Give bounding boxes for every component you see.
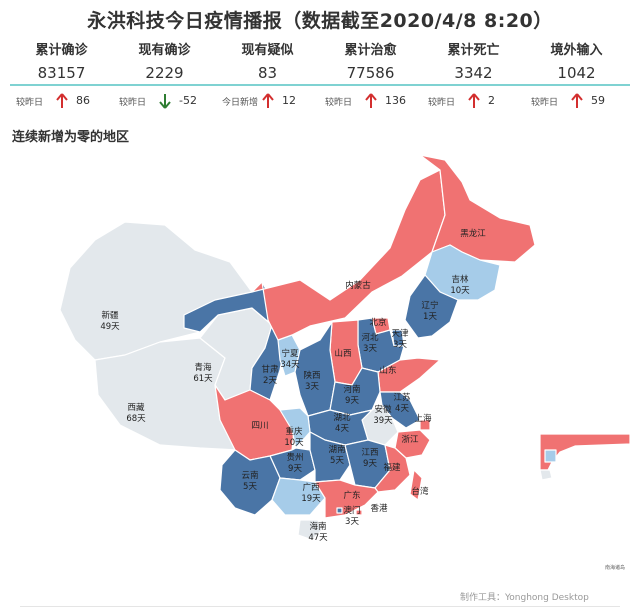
south-china-sea-label: 南海诸岛 xyxy=(605,565,626,571)
region-label: 贵州 9天 xyxy=(286,452,303,474)
delta-value: 136 xyxy=(385,94,406,107)
delta-value: -52 xyxy=(179,94,197,107)
delta-value: 86 xyxy=(76,94,90,107)
delta-deaths: 较昨日 2 xyxy=(422,92,525,110)
arrow-up-icon xyxy=(365,93,377,108)
south-china-sea-inset xyxy=(539,433,631,481)
region-label: 宁夏 34天 xyxy=(280,348,300,370)
stat-label: 境外输入 xyxy=(550,43,603,58)
region-label: 安徽 39天 xyxy=(373,404,393,426)
region-label: 北京 xyxy=(369,317,386,328)
bottom-divider xyxy=(20,606,620,607)
region-13[interactable] xyxy=(294,321,336,417)
region-label: 陕西 3天 xyxy=(303,370,320,392)
stat-value: 77586 xyxy=(346,64,395,82)
region-33[interactable] xyxy=(355,509,363,516)
stat-label: 现有疑似 xyxy=(241,43,294,58)
stat-label: 累计确诊 xyxy=(35,43,88,58)
region-label: 江西 9天 xyxy=(361,448,378,469)
region-30[interactable] xyxy=(409,469,423,501)
region-label: 西藏 68天 xyxy=(126,402,146,424)
region-label: 青海 61天 xyxy=(193,362,213,384)
region-label: 澳门 3天 xyxy=(343,505,360,527)
region-label: 云南 5天 xyxy=(241,470,258,492)
region-26[interactable] xyxy=(374,444,411,493)
delta-label: 较昨日 xyxy=(119,98,147,108)
region-label: 河南 9天 xyxy=(343,384,360,406)
region-label: 湖南 5天 xyxy=(328,444,345,466)
region-29[interactable] xyxy=(314,479,379,519)
delta-label: 较昨日 xyxy=(16,98,44,108)
region-label: 吉林 10天 xyxy=(450,274,470,296)
region-27[interactable] xyxy=(219,449,281,516)
stats-panel: 累计确诊 83157 现有确诊 2229 现有疑似 83 累计治愈 77586 … xyxy=(10,42,630,112)
stat-value: 1042 xyxy=(557,64,596,82)
stat-imported: 境外输入 1042 xyxy=(525,42,628,82)
page-title: 永洪科技今日疫情播报（数据截至2020/4/8 8:20） xyxy=(87,10,553,32)
region-label: 甘肃 2天 xyxy=(261,364,279,386)
stat-suspected: 现有疑似 83 xyxy=(216,42,319,82)
stat-recovered: 累计治愈 77586 xyxy=(319,42,422,82)
region-label: 天津 3天 xyxy=(391,328,409,350)
region-label: 四川 xyxy=(251,421,268,431)
region-label: 上海 xyxy=(414,413,432,424)
delta-row: 较昨日 86 较昨日 -52 今日新增 12 较昨日 136 较昨日 2 较昨日… xyxy=(10,92,630,110)
delta-value: 59 xyxy=(591,94,605,107)
region-label: 重庆 10天 xyxy=(284,426,304,448)
region-18[interactable] xyxy=(419,419,431,431)
footer-credit: 制作工具：Yonghong Desktop xyxy=(460,593,589,603)
stat-value: 83157 xyxy=(37,64,86,82)
delta-value: 12 xyxy=(282,94,296,107)
arrow-up-icon xyxy=(262,93,274,108)
region-8[interactable] xyxy=(404,274,459,339)
region-label: 广东 xyxy=(343,490,360,501)
region-6[interactable] xyxy=(419,154,536,263)
stat-label: 现有确诊 xyxy=(138,43,191,58)
stats-divider xyxy=(10,84,630,86)
stat-cumulative-confirmed: 累计确诊 83157 xyxy=(10,42,113,82)
delta-label: 今日新增 xyxy=(222,98,259,108)
region-label: 内蒙古 xyxy=(345,280,371,291)
stat-value: 2229 xyxy=(145,64,184,82)
delta-label: 较昨日 xyxy=(325,98,353,108)
region-label: 台湾 xyxy=(411,486,429,497)
region-label: 湖北 4天 xyxy=(333,413,351,434)
region-label: 山西 xyxy=(334,348,351,359)
region-label: 海南 47天 xyxy=(308,521,328,543)
arrow-down-icon xyxy=(159,94,171,109)
delta-suspected: 今日新增 12 xyxy=(216,92,319,110)
stat-value: 3342 xyxy=(454,64,493,82)
delta-label: 较昨日 xyxy=(531,98,559,108)
region-label: 广西 19天 xyxy=(301,482,321,504)
stat-deaths: 累计死亡 3342 xyxy=(422,42,525,82)
stat-label: 累计治愈 xyxy=(344,43,397,58)
delta-recovered: 较昨日 136 xyxy=(319,92,422,110)
delta-imported: 较昨日 59 xyxy=(525,92,628,110)
region-label: 河北 3天 xyxy=(361,332,379,354)
region-label: 辽宁 1天 xyxy=(421,300,438,322)
arrow-up-icon xyxy=(571,93,583,108)
delta-label: 较昨日 xyxy=(428,98,456,108)
region-32[interactable] xyxy=(336,507,343,514)
stat-current-confirmed: 现有确诊 2229 xyxy=(113,42,216,82)
arrow-up-icon xyxy=(468,93,480,108)
region-label: 浙江 xyxy=(401,434,419,445)
region-label: 江苏 4天 xyxy=(393,392,411,414)
map-section-title: 连续新增为零的地区 xyxy=(12,130,130,145)
region-label: 新疆 49天 xyxy=(100,310,120,332)
delta-value: 2 xyxy=(488,94,495,107)
stat-value: 83 xyxy=(257,64,278,82)
region-label: 香港 xyxy=(370,503,388,514)
region-label: 山东 xyxy=(379,365,396,376)
region-31[interactable] xyxy=(297,519,323,541)
delta-cumulative-confirmed: 较昨日 86 xyxy=(10,92,113,110)
region-label: 黑龙江 xyxy=(460,228,486,239)
arrow-up-icon xyxy=(56,93,68,108)
delta-current-confirmed: 较昨日 -52 xyxy=(113,92,216,110)
stat-label: 累计死亡 xyxy=(447,43,500,58)
region-label: 福建 xyxy=(383,462,401,473)
